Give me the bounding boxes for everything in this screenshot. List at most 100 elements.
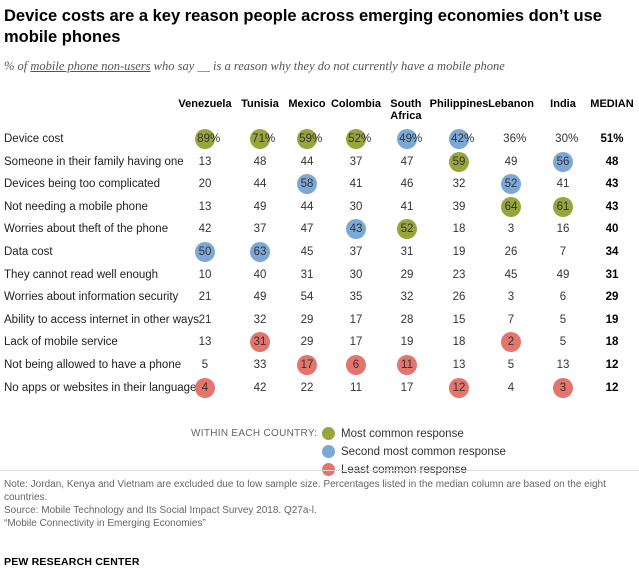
second-response-marker (501, 174, 521, 195)
median-value: 19 (605, 313, 619, 326)
row-label: No apps or websites in their language (4, 381, 197, 394)
cell-value: 19 (452, 246, 466, 258)
cell-value: 33 (253, 359, 267, 371)
cell-value: 23 (452, 268, 466, 281)
cell-value: 42% (451, 133, 475, 145)
cell-value: 48 (253, 155, 267, 168)
org-name: PEW RESEARCH CENTER (4, 556, 140, 568)
most-response-marker (297, 129, 317, 149)
median-value: 43 (605, 200, 619, 213)
cell-value: 89% (197, 133, 221, 145)
cell-value: 32 (253, 313, 267, 326)
most-response-marker (195, 129, 215, 149)
cell-value: 35 (349, 291, 363, 304)
cell-value: 13 (198, 155, 212, 168)
median-value: 12 (605, 359, 619, 371)
column-header: Colombia (330, 98, 382, 110)
least-response-marker (297, 355, 317, 375)
cell-value: 12 (452, 381, 466, 394)
cell-value: 3 (507, 291, 515, 304)
chart-subtitle: % of mobile phone non-users who say __ i… (4, 59, 505, 73)
second-response-marker (195, 242, 215, 262)
median-value: 12 (605, 381, 619, 394)
cell-value: 37 (349, 246, 363, 258)
cell-value: 16 (556, 223, 570, 236)
cell-value: 43 (349, 223, 363, 236)
cell-value: 28 (400, 313, 414, 326)
cell-value: 3 (559, 381, 567, 394)
cell-value: 5 (507, 359, 515, 371)
cell-value: 30 (349, 268, 363, 281)
cell-value: 31 (300, 268, 314, 281)
least-response-marker (195, 377, 215, 398)
second-response-marker (250, 242, 270, 262)
cell-value: 17 (349, 336, 363, 349)
cell-value: 18 (452, 336, 466, 349)
cell-value: 18 (452, 223, 466, 236)
cell-value: 22 (300, 381, 314, 394)
row-label: Not needing a mobile phone (4, 200, 148, 213)
cell-value: 26 (504, 246, 518, 258)
cell-value: 61 (556, 200, 570, 213)
cell-value: 49 (504, 155, 518, 168)
row-label: Lack of mobile service (4, 336, 118, 349)
row-label: Someone in their family having one (4, 155, 184, 168)
cell-value: 59% (299, 133, 323, 145)
column-header: Venezuela (178, 98, 232, 110)
cell-value: 39 (452, 200, 466, 213)
cell-value: 21 (198, 291, 212, 304)
cell-value: 5 (559, 336, 567, 349)
median-value: 18 (605, 336, 619, 349)
least-response-marker (397, 355, 417, 375)
cell-value: 41 (349, 178, 363, 191)
cell-value: 19 (400, 336, 414, 349)
cell-value: 40 (253, 268, 267, 281)
cell-value: 11 (350, 381, 362, 394)
cell-value: 13 (198, 200, 212, 213)
column-header: South Africa (390, 98, 422, 122)
row-label: Worries about information security (4, 291, 179, 304)
column-header: Lebanon (488, 98, 534, 110)
cell-value: 5 (559, 313, 567, 326)
second-response-marker (397, 129, 417, 149)
cell-value: 42 (253, 381, 267, 394)
cell-value: 2 (507, 336, 515, 349)
cell-value: 15 (452, 313, 466, 326)
cell-value: 31 (400, 246, 414, 258)
most-response-marker (501, 196, 521, 217)
cell-value: 52 (504, 178, 518, 191)
median-value: 31 (605, 268, 619, 281)
divider (0, 470, 639, 471)
cell-value: 49 (556, 268, 570, 281)
row-label: Data cost (4, 246, 53, 258)
legend-label: Most common response (341, 428, 464, 440)
cell-value: 52 (400, 223, 414, 236)
cell-value: 45 (300, 246, 314, 258)
cell-value: 5 (201, 359, 209, 371)
cell-value: 17 (349, 313, 363, 326)
cell-value: 10 (198, 268, 212, 281)
cell-value: 41 (556, 178, 570, 191)
cell-value: 6 (352, 359, 360, 371)
row-label: Ability to access internet in other ways (4, 313, 199, 326)
cell-value: 13 (452, 359, 466, 371)
legend-label: Second most common response (341, 446, 506, 458)
cell-value: 52% (348, 133, 372, 145)
row-label: Devices being too complicated (4, 178, 160, 191)
cell-value: 3 (507, 223, 515, 236)
second-response-marker (449, 129, 469, 149)
cell-value: 41 (400, 200, 414, 213)
median-value: 40 (605, 223, 619, 236)
notes: Note: Jordan, Kenya and Vietnam are excl… (4, 478, 632, 530)
cell-value: 56 (556, 155, 570, 168)
cell-value: 6 (559, 291, 567, 304)
cell-value: 26 (452, 291, 466, 304)
cell-value: 47 (300, 223, 314, 236)
most-response-marker (553, 196, 573, 217)
least-response-marker (449, 377, 469, 398)
cell-value: 31 (253, 336, 267, 349)
second-response-marker (346, 219, 366, 240)
column-header: Tunisia (241, 98, 279, 110)
median-header: MEDIAN (590, 98, 634, 110)
cell-value: 45 (504, 268, 518, 281)
